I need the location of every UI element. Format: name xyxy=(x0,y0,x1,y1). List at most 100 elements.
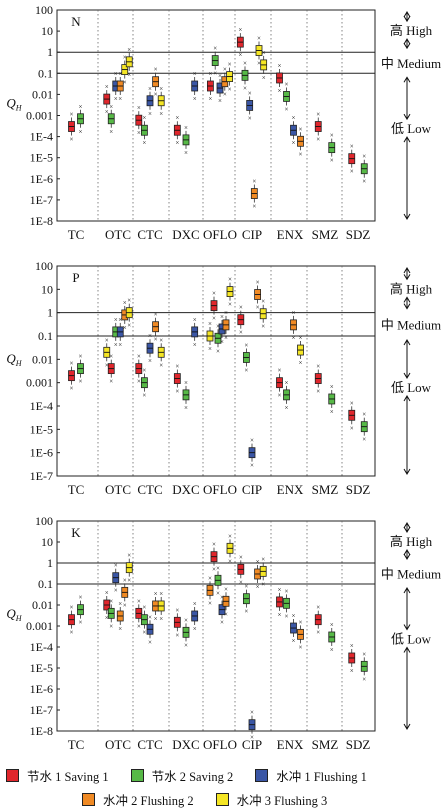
outlier-marker: × xyxy=(127,322,131,330)
outlier-marker: × xyxy=(142,114,146,122)
outlier-marker: × xyxy=(213,45,217,53)
outlier-marker: × xyxy=(109,103,113,111)
box-saving-1: ×× xyxy=(173,114,181,147)
x-tick-label: TC xyxy=(68,482,85,497)
y-tick-label: 1E-5 xyxy=(30,661,53,675)
outlier-marker: × xyxy=(70,629,74,637)
outlier-marker: × xyxy=(262,74,266,82)
outlier-marker: × xyxy=(244,341,248,349)
outlier-marker: × xyxy=(220,338,224,346)
y-tick-label: 0.1 xyxy=(38,329,53,343)
outlier-marker: × xyxy=(137,622,141,630)
region-annotations: 高 High 中 Medium 低 Low xyxy=(381,267,441,475)
y-tick-label: 1E-4 xyxy=(30,399,53,413)
outlier-marker: × xyxy=(330,621,334,629)
legend-label-saving-1: 节水 1 Saving 1 xyxy=(27,770,109,784)
y-tick-label: 1 xyxy=(47,556,53,570)
low-arrow-bottom-head-down xyxy=(403,723,411,730)
outlier-marker: × xyxy=(316,604,320,612)
x-tick-label: SDZ xyxy=(346,737,371,752)
region-label-medium: 中 Medium xyxy=(381,567,441,582)
outlier-marker: × xyxy=(175,114,179,122)
box-saving-1: ×× xyxy=(210,290,218,323)
outlier-marker: × xyxy=(208,70,212,78)
outlier-marker: × xyxy=(238,26,242,34)
outlier-marker: × xyxy=(224,585,228,593)
outlier-marker: × xyxy=(350,168,354,176)
box-saving-1: ×× xyxy=(276,586,283,619)
y-tick-label: 100 xyxy=(35,3,53,17)
outlier-marker: × xyxy=(261,580,265,588)
outlier-marker: × xyxy=(159,361,163,369)
outlier-marker: × xyxy=(118,316,122,324)
outlier-marker: × xyxy=(184,149,188,157)
box-flushing-1: ×× xyxy=(191,70,199,103)
legend-item-saving-1: 节水 1 Saving 1 xyxy=(6,766,109,785)
legend-swatch-flushing-3 xyxy=(215,793,229,806)
outlier-marker: × xyxy=(142,392,146,400)
box-saving-1: ×× xyxy=(348,399,356,432)
outlier-marker: × xyxy=(285,379,289,387)
outlier-marker: × xyxy=(252,203,256,211)
y-tick-label: 0.001 xyxy=(26,376,53,390)
outlier-marker: × xyxy=(127,46,131,54)
outlier-marker: × xyxy=(278,611,282,619)
y-tick-label: 10 xyxy=(41,282,53,296)
outlier-marker: × xyxy=(70,136,74,144)
box-saving-1: ×× xyxy=(103,83,111,116)
box-flushing-1: ×× xyxy=(246,89,254,122)
outlier-marker: × xyxy=(193,70,197,78)
outlier-marker: × xyxy=(154,311,158,319)
box-flushing-1: ×× xyxy=(112,70,120,103)
outlier-marker: × xyxy=(350,143,354,151)
outlier-marker: × xyxy=(137,378,141,386)
outlier-marker: × xyxy=(330,646,334,654)
box-flushing-1: ×× xyxy=(290,612,297,645)
box-saving-2: ×× xyxy=(77,103,84,136)
box-saving-2: ×× xyxy=(241,59,249,92)
box-saving-1: ×× xyxy=(314,111,322,144)
outlier-marker: × xyxy=(250,462,254,470)
box-saving-2: ×× xyxy=(360,650,368,683)
outlier-marker: × xyxy=(228,276,232,284)
outlier-marker: × xyxy=(350,399,354,407)
box-flushing-2: ×× xyxy=(152,311,160,344)
outlier-marker: × xyxy=(109,378,113,386)
outlier-marker: × xyxy=(208,345,212,353)
panel-K: 100 10 1 0.1 0.01 0.001 1E-4 1E-5 1E-6 1E-7 1E-8 QH… xyxy=(6,514,441,752)
outlier-marker: × xyxy=(243,59,247,67)
outlier-marker: × xyxy=(148,357,152,365)
x-tick-label: OTC xyxy=(105,482,131,497)
outlier-marker: × xyxy=(142,629,146,637)
y-tick-label: 1E-6 xyxy=(30,446,53,460)
low-arrow-top-head-down xyxy=(403,113,411,121)
y-tick-label: 1E-5 xyxy=(30,422,53,436)
region-label-medium: 中 Medium xyxy=(381,56,441,71)
outlier-marker: × xyxy=(299,618,303,626)
outlier-marker: × xyxy=(285,587,289,595)
high-arrow-top-head-down xyxy=(403,526,411,533)
outlier-marker: × xyxy=(79,378,83,386)
outlier-marker: × xyxy=(244,366,248,374)
outlier-marker: × xyxy=(118,70,122,78)
outlier-marker: × xyxy=(184,616,188,624)
x-tick-label: SMZ xyxy=(312,737,339,752)
region-label-high: 高 High xyxy=(390,23,433,38)
box-flushing-2: ×× xyxy=(297,125,304,158)
box-saving-2: ×× xyxy=(242,583,250,616)
outlier-marker: × xyxy=(362,436,366,444)
outlier-marker: × xyxy=(244,608,248,616)
high-arrow-bottom-head-up xyxy=(403,549,411,556)
outlier-marker: × xyxy=(118,95,122,103)
high-arrow-bottom-head-up xyxy=(403,38,411,45)
box-flushing-3: ×× xyxy=(157,590,165,623)
box-saving-1: ×× xyxy=(348,642,356,675)
legend-label-flushing-3: 水冲 3 Flushing 3 xyxy=(236,794,328,808)
outlier-marker: × xyxy=(243,84,247,92)
outlier-marker: × xyxy=(216,564,220,572)
region-label-low: 低 Low xyxy=(391,380,432,395)
outlier-marker: × xyxy=(278,367,282,375)
box-saving-1: ×× xyxy=(135,597,143,630)
outlier-marker: × xyxy=(212,566,216,574)
box-saving-2: ×× xyxy=(140,114,148,147)
